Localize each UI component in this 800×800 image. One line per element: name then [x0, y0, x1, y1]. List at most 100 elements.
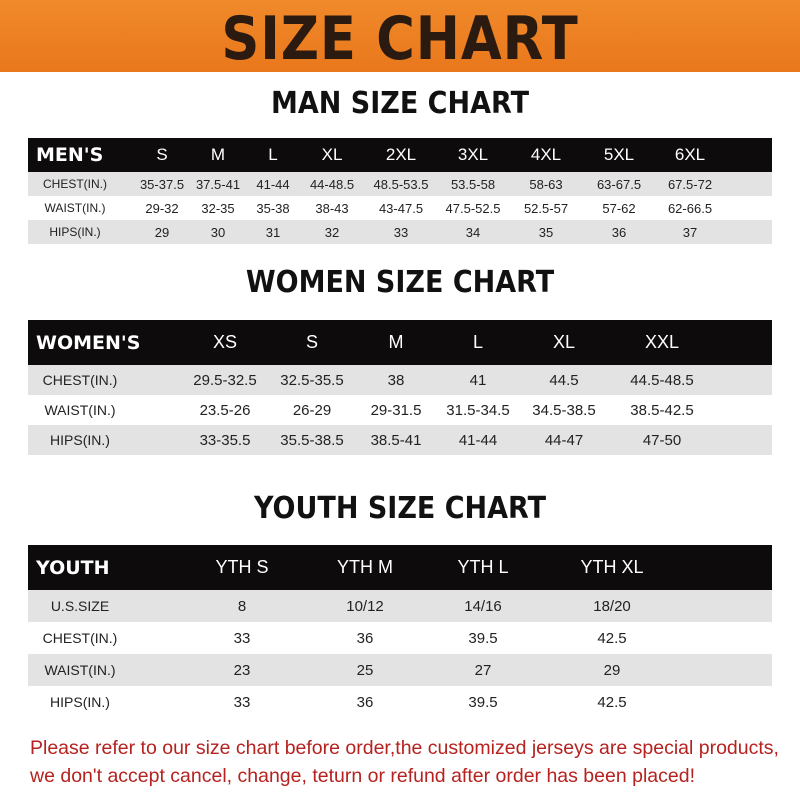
table-cell: 23	[233, 661, 251, 679]
size-header-cell: 6XL	[674, 145, 706, 164]
size-header-cell: 4XL	[530, 145, 562, 164]
size-header-cell: YTH S	[215, 557, 269, 577]
measurement-label: WAIST(IN.)	[44, 662, 116, 678]
size-header-cell: M	[388, 332, 404, 352]
table-cell: 36	[611, 224, 627, 240]
table-cell: 44.5-48.5	[630, 371, 694, 389]
table-cell: 37	[682, 224, 698, 240]
table-cell: 39.5	[468, 629, 498, 647]
size-header-cell: 3XL	[457, 145, 489, 164]
table-row: CHEST(IN.) 33 36 39.5 42.5	[28, 622, 772, 654]
table-cell: 27	[474, 661, 492, 679]
size-header-cell: XL	[552, 332, 576, 352]
measurement-label: CHEST(IN.)	[43, 177, 107, 191]
table-cell: 41-44	[256, 176, 290, 192]
table-cell: 38.5-41	[370, 431, 422, 449]
measurement-label: CHEST(IN.)	[42, 372, 118, 388]
table-cell: 8	[237, 597, 247, 615]
table-cell: 33	[233, 693, 251, 711]
size-header-cell: M	[210, 145, 226, 164]
table-cell: 52.5-57	[523, 200, 569, 216]
size-header-cell: YTH L	[457, 557, 509, 577]
table-cell: 33-35.5	[199, 431, 251, 449]
table-row: CHEST(IN.) 35-37.5 37.5-41 41-44 44-48.5 48.5…	[28, 172, 772, 196]
table-cell: 48.5-53.5	[373, 176, 429, 192]
men-header-row: MEN'S S M L XL 2XL 3XL 4XL 5XL 6XL	[28, 138, 772, 172]
table-cell: 26-29	[292, 401, 332, 419]
measurement-label: WAIST(IN.)	[44, 201, 106, 215]
size-header-cell: L	[472, 332, 484, 352]
measurement-label: HIPS(IN.)	[50, 694, 110, 710]
table-cell: 41-44	[458, 431, 498, 449]
size-header-cell: 5XL	[603, 145, 635, 164]
table-cell: 57-62	[602, 200, 636, 216]
table-cell: 41	[469, 371, 487, 389]
table-cell: 35	[538, 224, 554, 240]
table-cell: 44-48.5	[309, 176, 355, 192]
table-cell: 29	[603, 661, 621, 679]
table-cell: 29-31.5	[370, 401, 422, 419]
table-cell: 63-67.5	[596, 176, 642, 192]
size-header-cell: XS	[212, 332, 238, 352]
table-cell: 32	[324, 224, 340, 240]
table-cell: 38.5-42.5	[630, 401, 694, 419]
table-cell: 67.5-72	[667, 176, 713, 192]
measurement-label: HIPS(IN.)	[50, 432, 110, 448]
table-row: WAIST(IN.) 23.5-26 26-29 29-31.5 31.5-34.5 34…	[28, 395, 772, 425]
table-cell: 36	[356, 629, 374, 647]
men-section-title: MAN SIZE CHART	[271, 86, 529, 121]
table-cell: 29	[154, 224, 170, 240]
table-cell: 14/16	[464, 597, 502, 615]
measurement-label: CHEST(IN.)	[42, 630, 118, 646]
table-cell: 29.5-32.5	[193, 371, 257, 389]
notice-line-2: we don't accept cancel, change, teturn o…	[30, 765, 695, 787]
table-cell: 35-37.5	[139, 176, 185, 192]
size-header-cell: S	[305, 332, 319, 352]
size-header-cell: L	[268, 145, 278, 164]
table-cell: 10/12	[346, 597, 384, 615]
size-header-cell: YTH XL	[580, 557, 644, 577]
table-cell: 35.5-38.5	[280, 431, 344, 449]
table-row: WAIST(IN.) 23 25 27 29	[28, 654, 772, 686]
table-cell: 35-38	[256, 200, 290, 216]
table-cell: 31	[265, 224, 281, 240]
size-header-cell: 2XL	[385, 145, 417, 164]
table-cell: 38-43	[315, 200, 349, 216]
size-header-cell: XL	[321, 145, 343, 164]
table-row: WAIST(IN.) 29-32 32-35 35-38 38-43 43-47.5 47.…	[28, 196, 772, 220]
size-header-cell: XXL	[644, 332, 680, 352]
table-cell: 58-63	[529, 176, 563, 192]
table-cell: 23.5-26	[199, 401, 251, 419]
notice-line-1: Please refer to our size chart before or…	[30, 737, 779, 759]
banner: SIZE CHART	[0, 0, 800, 74]
table-title-cell: YOUTH	[36, 556, 110, 579]
table-cell: 34	[465, 224, 481, 240]
table-title-cell: WOMEN'S	[36, 331, 141, 354]
table-cell: 29-32	[145, 200, 179, 216]
table-row: U.S.SIZE 8 10/12 14/16 18/20	[28, 590, 772, 622]
table-cell: 44.5	[549, 371, 579, 389]
table-cell: 47.5-52.5	[445, 200, 501, 216]
measurement-label: U.S.SIZE	[50, 598, 110, 614]
table-cell: 33	[393, 224, 409, 240]
table-cell: 30	[210, 224, 226, 240]
table-cell: 44-47	[544, 431, 584, 449]
table-cell: 31.5-34.5	[446, 401, 510, 419]
table-cell: 42.5	[597, 629, 627, 647]
table-cell: 32.5-35.5	[280, 371, 344, 389]
size-header-cell: S	[156, 145, 168, 164]
table-cell: 39.5	[468, 693, 498, 711]
youth-header-row: YOUTH YTH S YTH M YTH L YTH XL	[28, 545, 772, 590]
table-row: HIPS(IN.) 33 36 39.5 42.5	[28, 686, 772, 718]
table-cell: 25	[356, 661, 374, 679]
table-cell: 34.5-38.5	[532, 401, 596, 419]
table-cell: 33	[233, 629, 251, 647]
table-cell: 43-47.5	[378, 200, 424, 216]
size-header-cell: YTH M	[337, 557, 393, 577]
table-cell: 32-35	[201, 200, 235, 216]
table-cell: 62-66.5	[667, 200, 713, 216]
women-header-row: WOMEN'S XS S M L XL XXL	[28, 320, 772, 365]
table-cell: 18/20	[593, 597, 631, 615]
youth-section-title: YOUTH SIZE CHART	[253, 491, 547, 526]
measurement-label: HIPS(IN.)	[49, 225, 101, 239]
